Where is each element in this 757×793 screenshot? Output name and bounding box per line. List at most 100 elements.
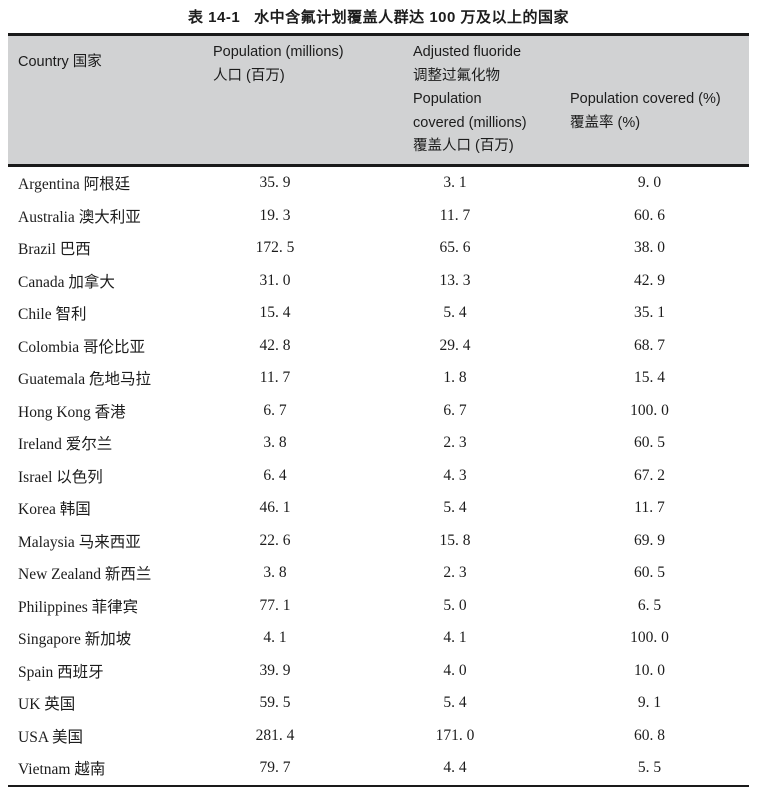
country-cell: Malaysia 马来西亚 [18, 533, 141, 551]
covered-cell: 11. 7 [439, 206, 471, 224]
percent-cell: 60. 5 [634, 564, 665, 582]
country-cell: Korea 韩国 [18, 501, 91, 519]
covered-cell: 29. 4 [439, 336, 471, 354]
fluoridation-table: Country 国家 Population (millions) 人口 (百万)… [8, 33, 749, 787]
percent-cell: 67. 2 [634, 466, 665, 484]
table-row: Singapore 新加坡 4. 1 4. 1 100. 0 [8, 622, 749, 655]
country-cell: Singapore 新加坡 [18, 631, 132, 649]
covered-cell: 4. 3 [443, 466, 467, 484]
percent-cell: 11. 7 [634, 499, 665, 517]
population-cell: 31. 0 [259, 271, 291, 289]
population-cell: 77. 1 [259, 596, 291, 614]
population-cell: 46. 1 [259, 499, 291, 517]
header-col-country: Country 国家 [8, 41, 205, 159]
percent-cell: 42. 9 [634, 271, 665, 289]
population-cell: 3. 8 [263, 434, 287, 452]
population-cell: 3. 8 [263, 564, 287, 582]
table-row: Israel 以色列 6. 4 4. 3 67. 2 [8, 460, 749, 493]
population-cell: 42. 8 [259, 336, 291, 354]
header-covered-en-line1: Population [413, 91, 482, 107]
covered-cell: 5. 4 [443, 304, 467, 322]
country-cell: Hong Kong 香港 [18, 403, 126, 421]
percent-cell: 38. 0 [634, 239, 665, 257]
country-cell: Spain 西班牙 [18, 663, 104, 681]
percent-cell: 9. 0 [637, 174, 662, 192]
percent-cell: 15. 4 [634, 369, 665, 387]
header-covered-zh: 覆盖人口 (百万) [413, 138, 514, 154]
population-cell: 19. 3 [259, 206, 291, 224]
population-cell: 35. 9 [259, 174, 291, 192]
covered-cell: 2. 3 [443, 434, 467, 452]
covered-cell: 5. 4 [443, 499, 467, 517]
header-adjusted-fluoride-zh: 调整过氟化物 [413, 67, 500, 84]
percent-cell: 60. 8 [634, 726, 665, 744]
percent-cell: 5. 5 [637, 759, 662, 777]
country-cell: USA 美国 [18, 728, 84, 746]
population-cell: 79. 7 [259, 759, 291, 777]
country-cell: Vietnam 越南 [18, 761, 106, 779]
population-cell: 4. 1 [263, 629, 287, 647]
population-cell: 15. 4 [259, 304, 291, 322]
table-row: Colombia 哥伦比亚 42. 8 29. 4 68. 7 [8, 330, 749, 363]
table-row: UK 英国 59. 5 5. 4 9. 1 [8, 687, 749, 720]
covered-cell: 1. 8 [443, 369, 467, 387]
population-cell: 6. 7 [263, 401, 287, 419]
country-cell: Ireland 爱尔兰 [18, 436, 113, 454]
percent-cell: 100. 0 [630, 629, 669, 647]
table-row: New Zealand 新西兰 3. 8 2. 3 60. 5 [8, 557, 749, 590]
header-percent-en: Population covered (%) [570, 91, 721, 107]
country-cell: Australia 澳大利亚 [18, 208, 141, 226]
population-cell: 11. 7 [259, 369, 291, 387]
table-row: Brazil 巴西 172. 5 65. 6 38. 0 [8, 232, 749, 265]
country-cell: Argentina 阿根廷 [18, 176, 131, 194]
country-cell: New Zealand 新西兰 [18, 566, 152, 584]
percent-cell: 69. 9 [634, 531, 665, 549]
table-row: Vietnam 越南 79. 7 4. 4 5. 5 [8, 752, 749, 785]
covered-cell: 6. 7 [443, 401, 467, 419]
percent-cell: 10. 0 [634, 661, 665, 679]
population-cell: 22. 6 [259, 531, 291, 549]
percent-cell: 60. 6 [634, 206, 665, 224]
header-col-covered: Adjusted fluoride 调整过氟化物 Population cove… [413, 41, 570, 159]
covered-cell: 171. 0 [435, 726, 475, 744]
population-cell: 281. 4 [255, 726, 295, 744]
country-cell: Philippines 菲律宾 [18, 598, 139, 616]
population-cell: 6. 4 [263, 466, 287, 484]
country-cell: Guatemala 危地马拉 [18, 371, 152, 389]
covered-cell: 2. 3 [443, 564, 467, 582]
country-cell: Brazil 巴西 [18, 241, 91, 259]
country-cell: Israel 以色列 [18, 468, 103, 486]
table-row: Philippines 菲律宾 77. 1 5. 0 6. 5 [8, 590, 749, 623]
percent-cell: 9. 1 [637, 694, 662, 712]
percent-cell: 6. 5 [637, 596, 662, 614]
percent-cell: 100. 0 [630, 401, 669, 419]
table-row: Chile 智利 15. 4 5. 4 35. 1 [8, 297, 749, 330]
header-adjusted-fluoride-en: Adjusted fluoride [413, 44, 522, 60]
header-percent-zh: 覆盖率 (%) [570, 114, 641, 131]
covered-cell: 13. 3 [439, 271, 471, 289]
table-row: Hong Kong 香港 6. 7 6. 7 100. 0 [8, 395, 749, 428]
covered-cell: 5. 0 [443, 596, 467, 614]
covered-cell: 3. 1 [443, 174, 467, 192]
table-row: USA 美国 281. 4 171. 0 60. 8 [8, 720, 749, 753]
header-covered-en-line2: covered (millions) [413, 114, 527, 131]
table-row: Guatemala 危地马拉 11. 7 1. 8 15. 4 [8, 362, 749, 395]
header-population-zh: 人口 (百万) [213, 67, 285, 84]
country-cell: UK 英国 [18, 696, 76, 714]
country-cell: Chile 智利 [18, 306, 87, 324]
header-col-population: Population (millions) 人口 (百万) [205, 41, 413, 159]
table-row: Korea 韩国 46. 1 5. 4 11. 7 [8, 492, 749, 525]
table-row: Ireland 爱尔兰 3. 8 2. 3 60. 5 [8, 427, 749, 460]
table-row: Argentina 阿根廷 35. 9 3. 1 9. 0 [8, 167, 749, 200]
covered-cell: 5. 4 [443, 694, 467, 712]
covered-cell: 65. 6 [439, 239, 471, 257]
percent-cell: 35. 1 [634, 304, 665, 322]
table-row: Malaysia 马来西亚 22. 6 15. 8 69. 9 [8, 525, 749, 558]
table-row: Australia 澳大利亚 19. 3 11. 7 60. 6 [8, 200, 749, 233]
header-population-en: Population (millions) [213, 44, 344, 60]
table-header: Country 国家 Population (millions) 人口 (百万)… [8, 33, 749, 167]
table-body: Argentina 阿根廷 35. 9 3. 1 9. 0 Australia … [8, 167, 749, 787]
table-row: Canada 加拿大 31. 0 13. 3 42. 9 [8, 265, 749, 298]
covered-cell: 4. 0 [443, 661, 467, 679]
